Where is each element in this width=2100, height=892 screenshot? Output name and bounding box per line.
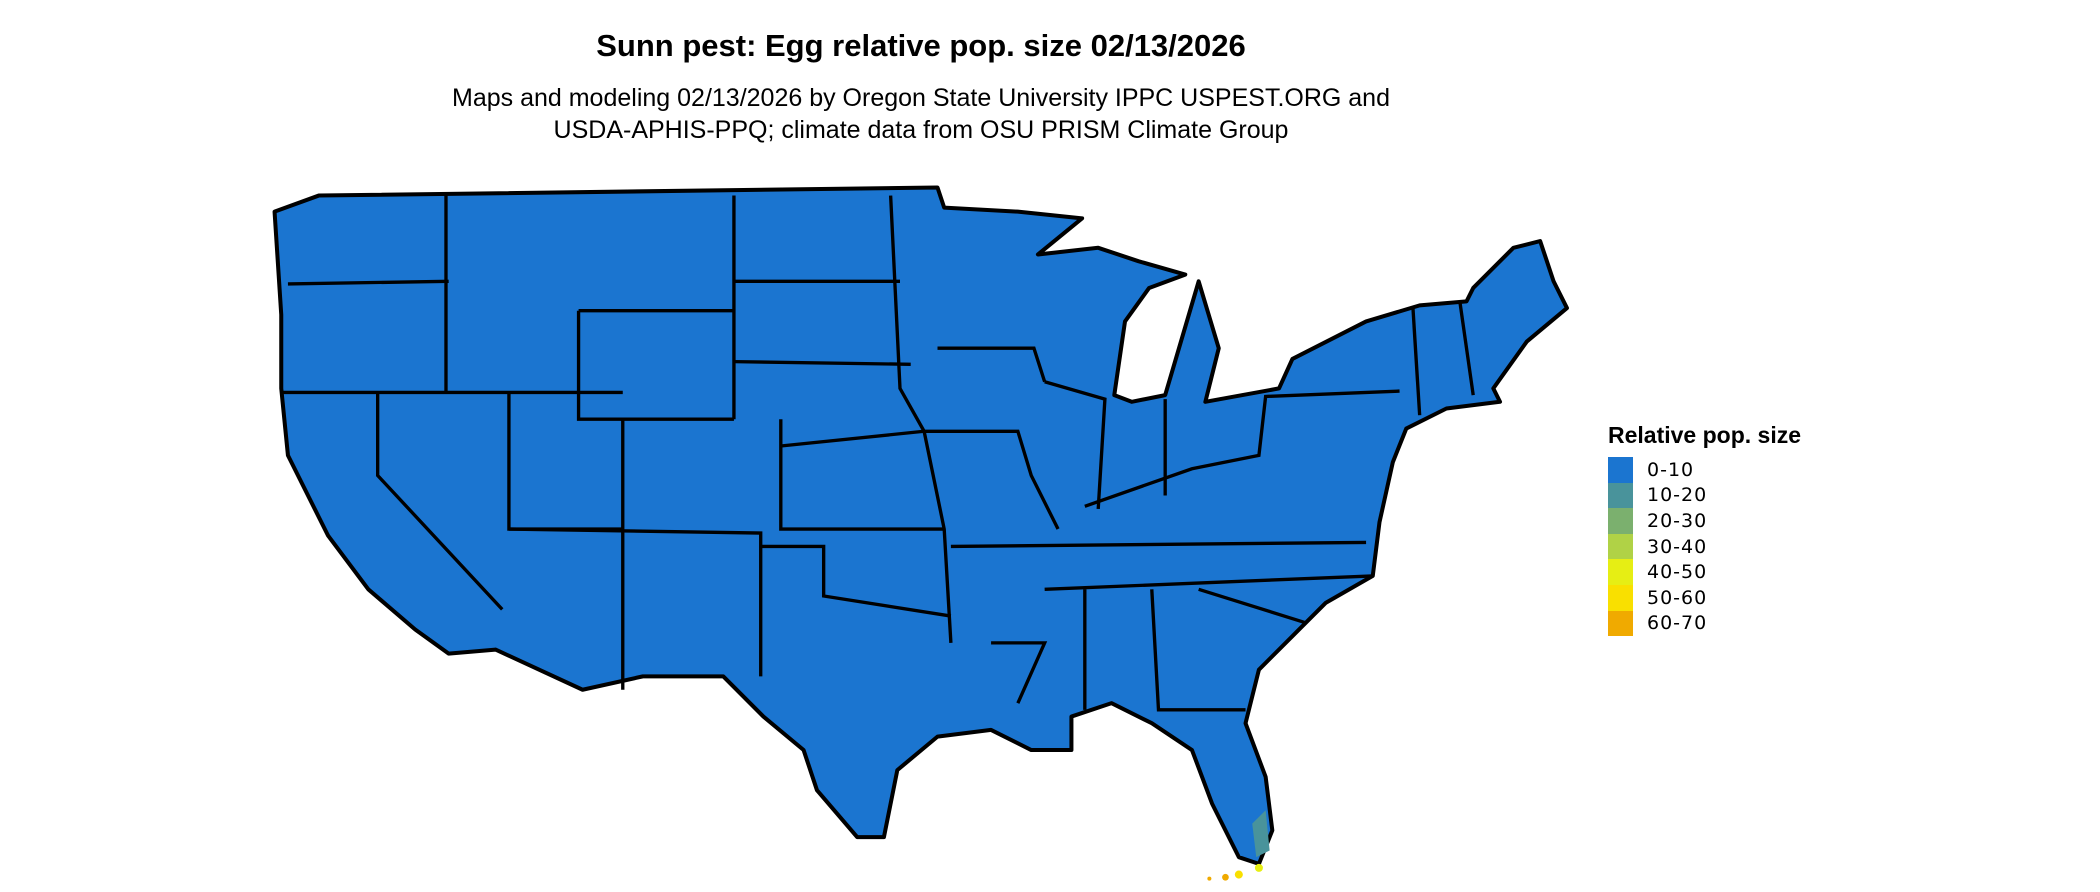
legend-item: 60-70 (1608, 610, 1801, 637)
legend-label: 60-70 (1647, 612, 1708, 635)
legend-swatch (1608, 508, 1633, 534)
legend-swatch (1608, 457, 1633, 483)
legend-label: 10-20 (1647, 484, 1708, 507)
legend-label: 40-50 (1647, 561, 1708, 584)
legend-item: 20-30 (1608, 508, 1801, 534)
florida-tip-shading (1207, 810, 1270, 881)
legend-item: 0-10 (1608, 457, 1801, 483)
legend: Relative pop. size 0-10 10-20 20-30 30-40 40… (1608, 422, 1802, 637)
legend-item: 30-40 (1608, 533, 1801, 560)
legend-swatch (1608, 482, 1633, 509)
legend-title: Relative pop. size (1608, 422, 1802, 448)
subtitle-line-2: USDA-APHIS-PPQ; climate data from OSU PR… (553, 116, 1289, 144)
map-title: Sunn pest: Egg relative pop. size 02/13/… (596, 28, 1246, 63)
us-land (272, 185, 1569, 866)
legend-label: 20-30 (1647, 509, 1708, 532)
subtitle-line-1: Maps and modeling 02/13/2026 by Oregon S… (452, 84, 1390, 112)
legend-swatch (1608, 533, 1633, 560)
legend-swatch (1608, 559, 1633, 585)
legend-item: 10-20 (1608, 482, 1801, 509)
legend-items: 0-10 10-20 20-30 30-40 40-50 50-60 60-70 (1608, 457, 1801, 637)
legend-swatch (1608, 610, 1633, 637)
state-borders (281, 195, 1475, 712)
legend-label: 0-10 (1647, 458, 1695, 481)
legend-item: 40-50 (1608, 559, 1801, 585)
legend-label: 30-40 (1647, 535, 1708, 558)
legend-item: 50-60 (1608, 584, 1801, 611)
legend-label: 50-60 (1647, 586, 1708, 609)
legend-swatch (1608, 584, 1633, 611)
